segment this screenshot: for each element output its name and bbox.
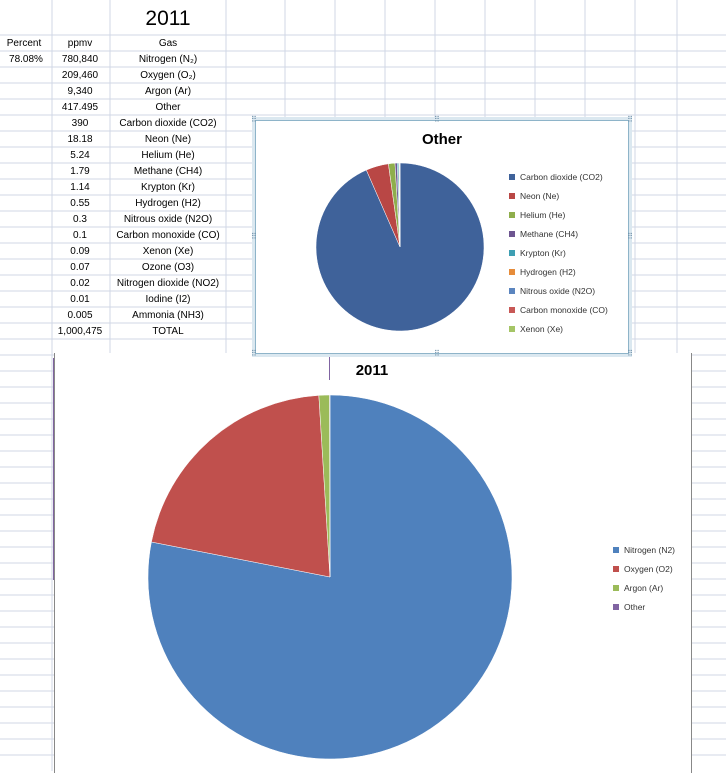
legend-item[interactable]: Carbon dioxide (CO2)	[509, 168, 608, 187]
cell-ppmv[interactable]: 5.24	[52, 148, 108, 164]
legend-label: Oxygen (O2)	[624, 564, 673, 574]
cell-ppmv[interactable]: 0.09	[52, 244, 108, 260]
resize-handle-bottom-right[interactable]: ⠿	[627, 350, 633, 358]
cell-gas[interactable]: Other	[110, 100, 226, 116]
legend-item[interactable]: Krypton (Kr)	[509, 244, 608, 263]
cell-ppmv[interactable]: 209,460	[52, 68, 108, 84]
legend-swatch	[509, 174, 515, 180]
legend-label: Nitrous oxide (N2O)	[520, 286, 595, 296]
header-ppmv[interactable]: ppmv	[52, 36, 108, 52]
legend-label: Carbon dioxide (CO2)	[520, 172, 603, 182]
main-pie-chart[interactable]: 2011 Nitrogen (N2)Oxygen (O2)Argon (Ar)O…	[54, 353, 692, 773]
legend-swatch	[509, 250, 515, 256]
main-pie-plot	[55, 353, 691, 773]
cell-ppmv[interactable]: 0.1	[52, 228, 108, 244]
cell-ppmv[interactable]: 0.005	[52, 308, 108, 324]
cell-gas[interactable]: Argon (Ar)	[110, 84, 226, 100]
legend-item[interactable]: Other	[613, 598, 675, 617]
resize-handle-top-left[interactable]: ⠿	[251, 116, 257, 124]
legend-label: Argon (Ar)	[624, 583, 663, 593]
cell-gas[interactable]: Nitrogen dioxide (NO2)	[110, 276, 226, 292]
cell-gas[interactable]: Nitrous oxide (N2O)	[110, 212, 226, 228]
main-chart-legend: Nitrogen (N2) Oxygen (O2) Argon (Ar) Other	[613, 541, 675, 617]
legend-swatch	[509, 212, 515, 218]
legend-label: Helium (He)	[520, 210, 565, 220]
legend-swatch	[509, 269, 515, 275]
header-percent[interactable]: Percent	[0, 36, 48, 52]
legend-swatch	[509, 193, 515, 199]
legend-item[interactable]: Oxygen (O2)	[613, 560, 675, 579]
legend-swatch	[613, 547, 619, 553]
cell-gas[interactable]: Krypton (Kr)	[110, 180, 226, 196]
legend-swatch	[509, 307, 515, 313]
legend-item[interactable]: Hydrogen (H2)	[509, 263, 608, 282]
legend-item[interactable]: Nitrous oxide (N2O)	[509, 282, 608, 301]
resize-handle-top-right[interactable]: ⠿	[627, 116, 633, 124]
cell-gas[interactable]: Helium (He)	[110, 148, 226, 164]
legend-label: Methane (CH4)	[520, 229, 578, 239]
legend-item[interactable]: Methane (CH4)	[509, 225, 608, 244]
cell-ppmv[interactable]: 0.3	[52, 212, 108, 228]
resize-handle-bottom-left[interactable]: ⠿	[251, 350, 257, 358]
cell-gas[interactable]: Iodine (I2)	[110, 292, 226, 308]
cell-gas[interactable]: Ammonia (NH3)	[110, 308, 226, 324]
cell-ppmv[interactable]: 1.79	[52, 164, 108, 180]
legend-swatch	[613, 585, 619, 591]
legend-item[interactable]: Argon (Ar)	[613, 579, 675, 598]
legend-item[interactable]: Helium (He)	[509, 206, 608, 225]
cell-gas[interactable]: Neon (Ne)	[110, 132, 226, 148]
cell-gas[interactable]: Methane (CH4)	[110, 164, 226, 180]
sheet-year-title[interactable]: 2011	[110, 5, 226, 33]
cell-ppmv[interactable]: 417.495	[52, 100, 108, 116]
legend-swatch	[613, 566, 619, 572]
legend-item[interactable]: Neon (Ne)	[509, 187, 608, 206]
legend-label: Nitrogen (N2)	[624, 545, 675, 555]
legend-label: Neon (Ne)	[520, 191, 559, 201]
legend-item[interactable]: Xenon (Xe)	[509, 320, 608, 339]
cell-gas[interactable]: Xenon (Xe)	[110, 244, 226, 260]
cell-ppmv[interactable]: 0.02	[52, 276, 108, 292]
cell-ppmv[interactable]: 1.14	[52, 180, 108, 196]
legend-swatch	[509, 231, 515, 237]
other-pie-chart[interactable]: Other Carbon dioxide (CO2)Neon (Ne)Heliu…	[255, 120, 629, 354]
legend-label: Carbon monoxide (CO)	[520, 305, 608, 315]
other-chart-legend: Carbon dioxide (CO2) Neon (Ne) Helium (He)…	[509, 168, 608, 339]
legend-swatch	[613, 604, 619, 610]
legend-swatch	[509, 326, 515, 332]
cell-gas[interactable]: Hydrogen (H2)	[110, 196, 226, 212]
legend-item[interactable]: Nitrogen (N2)	[613, 541, 675, 560]
legend-label: Xenon (Xe)	[520, 324, 563, 334]
legend-label: Krypton (Kr)	[520, 248, 566, 258]
cell-ppmv[interactable]: 1,000,475	[52, 324, 108, 340]
cell-percent[interactable]: 78.08%	[2, 52, 50, 68]
cell-gas[interactable]: Ozone (O3)	[110, 260, 226, 276]
cell-ppmv[interactable]: 780,840	[52, 52, 108, 68]
legend-item[interactable]: Carbon monoxide (CO)	[509, 301, 608, 320]
chart-edge-line	[53, 358, 54, 580]
cell-gas[interactable]: Carbon dioxide (CO2)	[110, 116, 226, 132]
cell-gas[interactable]: Carbon monoxide (CO)	[110, 228, 226, 244]
header-gas[interactable]: Gas	[110, 36, 226, 52]
cell-ppmv[interactable]: 9,340	[52, 84, 108, 100]
legend-label: Other	[624, 602, 645, 612]
cell-ppmv[interactable]: 18.18	[52, 132, 108, 148]
resize-handle-right[interactable]: ⠿	[627, 233, 633, 241]
resize-handle-left[interactable]: ⠿	[251, 233, 257, 241]
cell-ppmv[interactable]: 390	[52, 116, 108, 132]
cell-ppmv[interactable]: 0.01	[52, 292, 108, 308]
cell-ppmv[interactable]: 0.55	[52, 196, 108, 212]
legend-label: Hydrogen (H2)	[520, 267, 576, 277]
cell-gas[interactable]: TOTAL	[110, 324, 226, 340]
cell-gas[interactable]: Nitrogen (N₂)	[110, 52, 226, 68]
cell-gas[interactable]: Oxygen (O₂)	[110, 68, 226, 84]
cell-ppmv[interactable]: 0.07	[52, 260, 108, 276]
legend-swatch	[509, 288, 515, 294]
resize-handle-bottom[interactable]: ⠿	[434, 350, 440, 358]
resize-handle-top[interactable]: ⠿	[434, 116, 440, 124]
